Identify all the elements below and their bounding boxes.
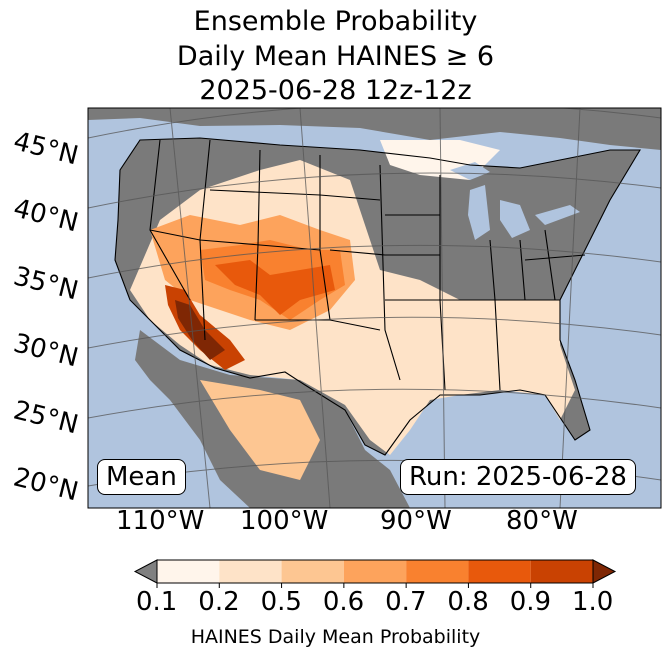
lon-label-80: 80°W: [506, 506, 578, 536]
colorbar-segment: [157, 560, 220, 583]
colorbar: [133, 559, 617, 588]
colorbar-segment: [343, 560, 407, 583]
run-date-badge: Run: 2025-06-28: [400, 459, 636, 495]
prob-high-region: [215, 260, 335, 315]
colorbar-segment: [530, 560, 593, 583]
colorbar-segment: [468, 560, 531, 583]
colorbar-over-arrow: [592, 559, 617, 584]
state-borders: [114, 137, 641, 456]
colorbar-segment: [406, 560, 469, 583]
colorbar-tick-label: 0.6: [322, 587, 365, 617]
colorbar-segment: [281, 560, 344, 583]
lon-label-90: 90°W: [380, 506, 452, 536]
colorbar-tick-label: 1.0: [572, 587, 614, 617]
prob-lower-mexico: [200, 380, 320, 480]
colorbar-tick-label: 0.2: [198, 587, 240, 617]
title-line-1: Ensemble Probability: [193, 6, 478, 37]
mean-badge: Mean: [97, 459, 186, 495]
colorbar-segment: [219, 560, 282, 583]
colorbar-label: HAINES Daily Mean Probability: [190, 626, 481, 648]
colorbar-tick-label: 0.7: [385, 587, 427, 617]
title-line-3: 2025-06-28 12z-12z: [199, 75, 472, 106]
colorbar-tick-label: 0.9: [509, 587, 552, 617]
lon-label-100: 100°W: [240, 506, 329, 536]
lon-label-110: 110°W: [116, 506, 205, 536]
great-lakes: [450, 162, 580, 240]
colorbar-under-arrow: [133, 559, 158, 584]
colorbar-border: [156, 559, 594, 584]
colorbar-tick-label: 0.1: [136, 587, 178, 617]
title-line-2: Daily Mean HAINES ≥ 6: [176, 41, 495, 72]
canada-land: [88, 108, 661, 150]
colorbar-tick-label: 0.8: [447, 587, 489, 617]
colorbar-tick-label: 0.5: [260, 587, 302, 617]
